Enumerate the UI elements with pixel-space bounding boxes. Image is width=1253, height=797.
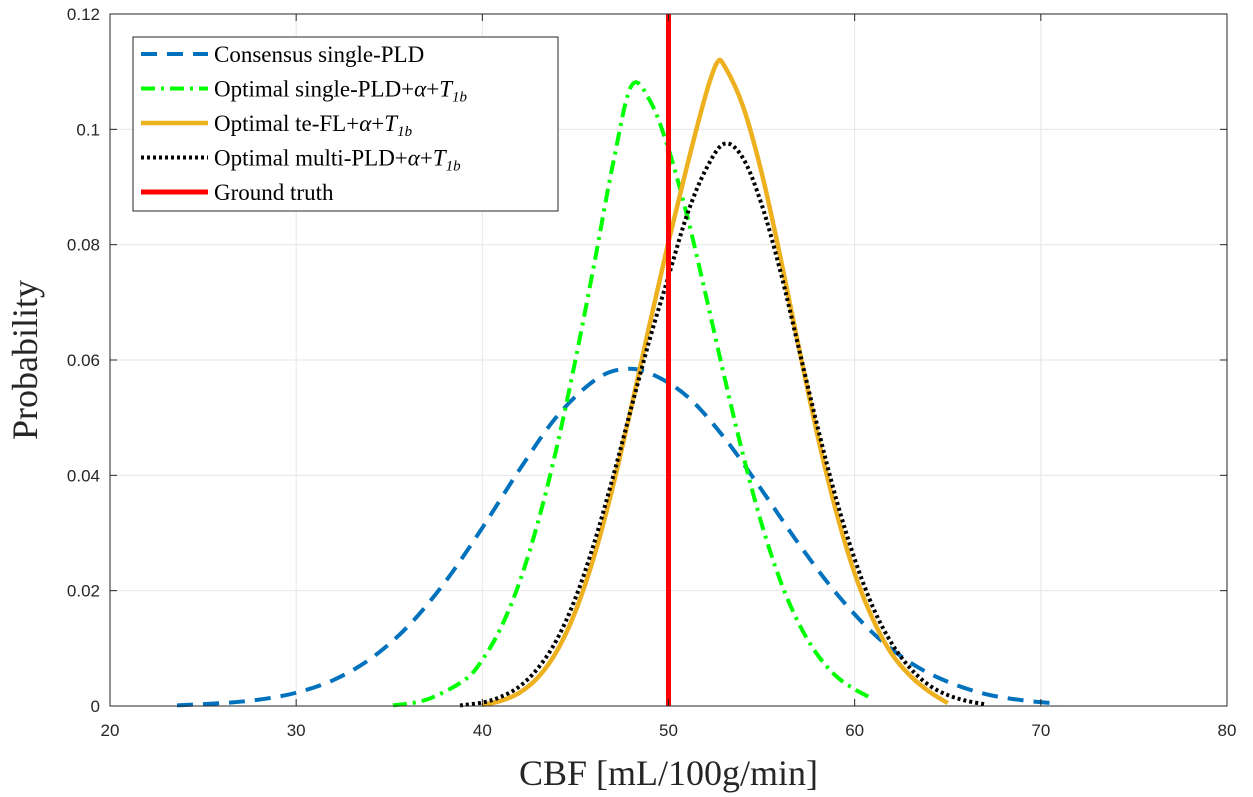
x-axis-title: CBF [mL/100g/min] bbox=[519, 753, 818, 793]
legend-label-part: T bbox=[433, 146, 448, 171]
legend-label-part: 1b bbox=[397, 124, 413, 140]
y-tick-label: 0.04 bbox=[67, 466, 100, 485]
x-tick-label: 70 bbox=[1031, 721, 1050, 740]
x-tick-label: 80 bbox=[1218, 721, 1237, 740]
y-tick-label: 0.02 bbox=[67, 582, 100, 601]
y-tick-label: 0.12 bbox=[67, 5, 100, 24]
y-tick-label: 0.08 bbox=[67, 236, 100, 255]
legend-label-part: α bbox=[414, 77, 427, 102]
legend-label-part: Ground truth bbox=[214, 180, 334, 205]
legend-label-part: α bbox=[359, 111, 372, 136]
legend-label-2: Optimal single-PLD+α+T1b bbox=[214, 77, 468, 106]
series-line-1 bbox=[176, 366, 1060, 708]
legend-label-part: T bbox=[384, 111, 399, 136]
legend-label-part: α bbox=[408, 146, 421, 171]
y-tick-label: 0.06 bbox=[67, 351, 100, 370]
legend-label-part: 1b bbox=[452, 90, 468, 106]
x-tick-label: 50 bbox=[659, 721, 678, 740]
legend-label-part: Optimal te-FL+ bbox=[214, 111, 359, 136]
legend-label-4: Optimal multi-PLD+α+T1b bbox=[214, 146, 461, 175]
legend-label-5: Ground truth bbox=[214, 180, 334, 205]
series-line-2 bbox=[392, 80, 875, 708]
legend-label-part: 1b bbox=[446, 159, 462, 175]
y-tick-label: 0.1 bbox=[76, 120, 100, 139]
legend-label-1: Consensus single-PLD bbox=[214, 42, 424, 67]
legend-label-part: + bbox=[371, 111, 384, 136]
legend-label-part: T bbox=[439, 77, 454, 102]
legend-label-part: Consensus single-PLD bbox=[214, 42, 424, 67]
series-line-3 bbox=[481, 57, 949, 708]
x-tick-label: 40 bbox=[473, 721, 492, 740]
legend-label-part: + bbox=[420, 146, 433, 171]
series-layer bbox=[176, 14, 1060, 708]
x-tick-label: 60 bbox=[845, 721, 864, 740]
series-line-4 bbox=[459, 141, 986, 708]
legend-label-part: Optimal multi-PLD+ bbox=[214, 146, 408, 171]
legend-label-part: + bbox=[426, 77, 439, 102]
legend-label-3: Optimal te-FL+α+T1b bbox=[214, 111, 413, 140]
y-axis-title: Probability bbox=[5, 280, 45, 440]
legend-label-part: Optimal single-PLD+ bbox=[214, 77, 414, 102]
y-tick-label: 0 bbox=[91, 697, 100, 716]
ticks: 20 30 40 50 60 70 80 0 0.02 0.04 0.06 0.08 0.1 0.12 bbox=[67, 5, 1237, 740]
x-tick-label: 20 bbox=[101, 721, 120, 740]
x-tick-label: 30 bbox=[287, 721, 306, 740]
